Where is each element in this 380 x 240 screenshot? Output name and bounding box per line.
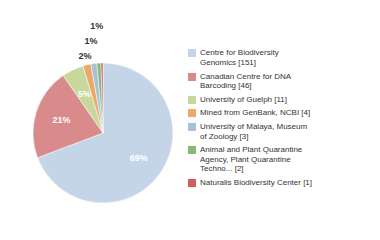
svg-text:69%: 69% (130, 153, 148, 163)
svg-text:1%: 1% (84, 36, 97, 46)
svg-text:1%: 1% (90, 21, 103, 31)
html-text:Canadian Centre for DNA Barcod: Canadian Centre for DNA Barcoding [46] (200, 71, 292, 91)
html-text:Centre for Biodiversity Genomi: Centre for Biodiversity Genomics [151] (200, 48, 279, 67)
html-text:University of Guelph [11]: University of Guelph [11] (200, 94, 287, 104)
svg-text:21%: 21% (53, 115, 71, 125)
html-text:University of Malaya, Museum o: University of Malaya, Museum of Zoology … (200, 122, 308, 141)
html-text:Animal and Plant Quarantine Ag: Animal and Plant Quarantine Agency, Plan… (200, 145, 303, 174)
html-text:Naturalis Biodiversity Center: Naturalis Biodiversity Center [1] (200, 178, 312, 187)
svg-text:5%: 5% (78, 89, 91, 99)
svg-text:2%: 2% (78, 51, 91, 61)
html-text:Mined from GenBank, NCBI [4]: Mined from GenBank, NCBI [4] (200, 108, 311, 118)
